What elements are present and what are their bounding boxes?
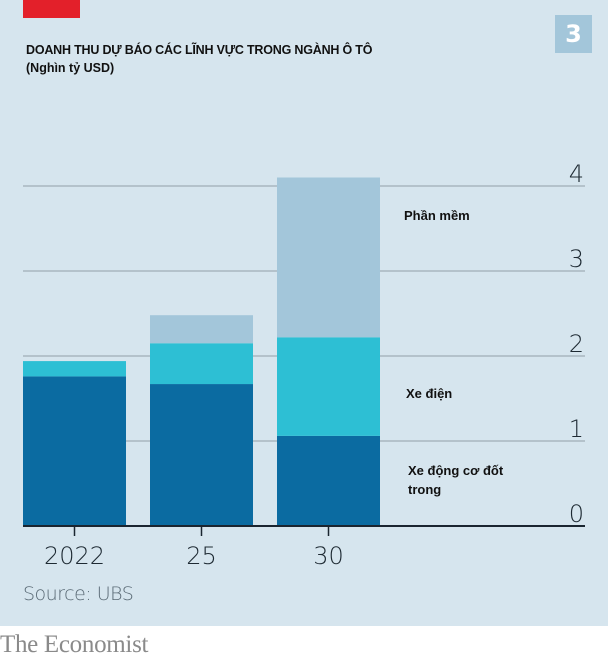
bar-segment-combustion xyxy=(277,435,380,526)
y-tick-label: 0 xyxy=(569,500,584,528)
chart-subtitle: (Nghìn tỷ USD) xyxy=(26,61,115,75)
bar-segment-software xyxy=(277,177,380,338)
legend-label-software: Phần mềm xyxy=(404,208,470,223)
y-tick-label: 4 xyxy=(569,160,584,188)
x-tick-label: 25 xyxy=(186,542,217,570)
y-tick-label: 2 xyxy=(569,330,584,358)
y-tick-label: 3 xyxy=(569,245,584,273)
legend-label-combustion: Xe động cơ đốt trong xyxy=(408,463,504,497)
chart-number-badge: 3 xyxy=(555,15,592,53)
bar-segment-combustion xyxy=(23,376,126,526)
y-tick-label: 1 xyxy=(569,415,584,443)
x-tick-label: 2022 xyxy=(44,542,105,570)
x-tick-label: 30 xyxy=(313,542,344,570)
bar-segment-electric xyxy=(150,343,253,385)
publisher-logo: The Economist xyxy=(0,631,149,658)
bar-segment-software xyxy=(150,315,253,344)
stacked-bar-chart: 0 1 2 3 4 2022 25 30 xyxy=(23,160,585,570)
brand-red-tag xyxy=(23,0,80,18)
legend-label-electric: Xe điện xyxy=(406,386,453,401)
source-note: Source: UBS xyxy=(23,583,134,605)
bar-segment-electric xyxy=(23,361,126,377)
bar-segment-combustion xyxy=(150,384,253,526)
chart-title: DOANH THU DỰ BÁO CÁC LĨNH VỰC TRONG NGÀN… xyxy=(26,43,373,57)
bar-segment-electric xyxy=(277,337,380,436)
